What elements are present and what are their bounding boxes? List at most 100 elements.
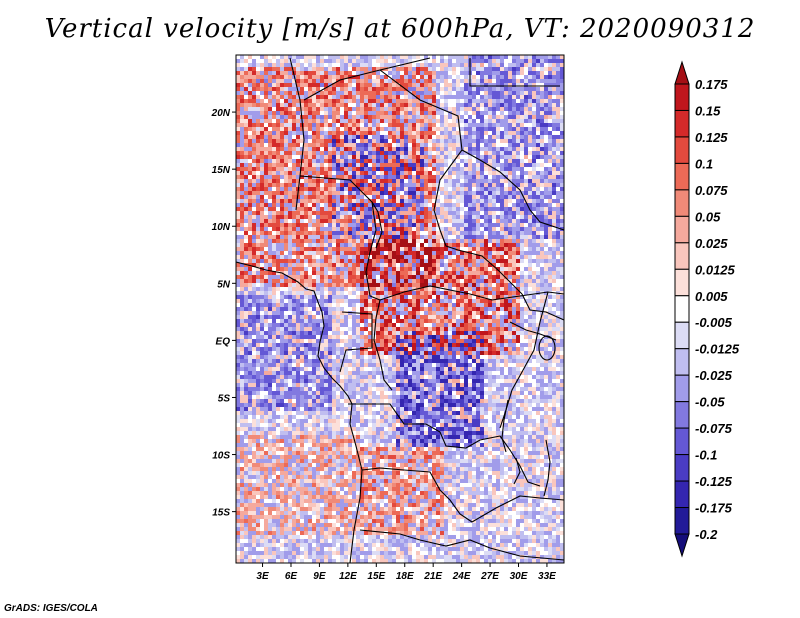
field-cell (280, 91, 284, 95)
field-cell (432, 239, 436, 243)
field-cell (252, 159, 256, 163)
field-cell (352, 151, 356, 155)
field-cell (460, 139, 464, 143)
field-cell (432, 151, 436, 155)
field-cell (492, 71, 496, 75)
field-cell (484, 91, 488, 95)
field-cell (244, 139, 248, 143)
field-cell (352, 171, 356, 175)
field-cell (396, 139, 400, 143)
field-cell (244, 87, 248, 91)
field-cell (368, 59, 372, 63)
field-cell (344, 103, 348, 107)
field-cell (348, 111, 352, 115)
field-cell (532, 107, 536, 111)
field-cell (472, 123, 476, 127)
field-cell (364, 295, 368, 299)
field-cell (268, 231, 272, 235)
field-cell (340, 251, 344, 255)
field-cell (248, 199, 252, 203)
field-cell (392, 59, 396, 63)
field-cell (544, 171, 548, 175)
field-cell (544, 187, 548, 191)
field-cell (252, 99, 256, 103)
field-cell (408, 183, 412, 187)
field-cell (524, 103, 528, 107)
field-cell (268, 79, 272, 83)
field-cell (436, 259, 440, 263)
field-cell (552, 171, 556, 175)
field-cell (404, 227, 408, 231)
field-cell (408, 83, 412, 87)
field-cell (500, 79, 504, 83)
field-cell (304, 203, 308, 207)
field-cell (248, 139, 252, 143)
field-cell (268, 263, 272, 267)
field-cell (476, 251, 480, 255)
field-cell (476, 223, 480, 227)
field-cell (264, 251, 268, 255)
field-cell (332, 247, 336, 251)
field-cell (408, 139, 412, 143)
field-cell (460, 203, 464, 207)
field-cell (472, 75, 476, 79)
field-cell (336, 127, 340, 131)
field-cell (368, 263, 372, 267)
field-cell (424, 123, 428, 127)
field-cell (288, 203, 292, 207)
field-cell (504, 287, 508, 291)
field-cell (368, 223, 372, 227)
field-cell (320, 211, 324, 215)
field-cell (508, 247, 512, 251)
field-cell (528, 295, 532, 299)
field-cell (528, 79, 532, 83)
field-cell (248, 235, 252, 239)
field-cell (332, 123, 336, 127)
field-cell (384, 107, 388, 111)
field-cell (256, 63, 260, 67)
field-cell (364, 211, 368, 215)
field-cell (428, 199, 432, 203)
field-cell (296, 131, 300, 135)
field-cell (448, 103, 452, 107)
field-cell (524, 115, 528, 119)
field-cell (496, 167, 500, 171)
field-cell (344, 59, 348, 63)
field-cell (240, 139, 244, 143)
field-cell (460, 263, 464, 267)
field-cell (512, 103, 516, 107)
field-cell (256, 123, 260, 127)
field-cell (252, 175, 256, 179)
field-cell (536, 223, 540, 227)
field-cell (276, 187, 280, 191)
field-cell (480, 55, 484, 59)
field-cell (256, 275, 260, 279)
field-cell (376, 159, 380, 163)
field-cell (308, 275, 312, 279)
field-cell (460, 175, 464, 179)
field-cell (380, 259, 384, 263)
field-cell (288, 159, 292, 163)
field-cell (376, 283, 380, 287)
field-cell (432, 279, 436, 283)
field-cell (372, 139, 376, 143)
field-cell (428, 135, 432, 139)
field-cell (340, 179, 344, 183)
field-cell (440, 207, 444, 211)
field-cell (460, 279, 464, 283)
field-cell (444, 107, 448, 111)
field-cell (288, 235, 292, 239)
field-cell (268, 227, 272, 231)
field-cell (556, 267, 560, 271)
field-cell (460, 155, 464, 159)
field-cell (344, 71, 348, 75)
field-cell (408, 239, 412, 243)
field-cell (484, 167, 488, 171)
field-cell (480, 219, 484, 223)
field-cell (384, 111, 388, 115)
field-cell (308, 207, 312, 211)
field-cell (528, 191, 532, 195)
field-cell (436, 231, 440, 235)
field-cell (472, 219, 476, 223)
field-cell (348, 183, 352, 187)
